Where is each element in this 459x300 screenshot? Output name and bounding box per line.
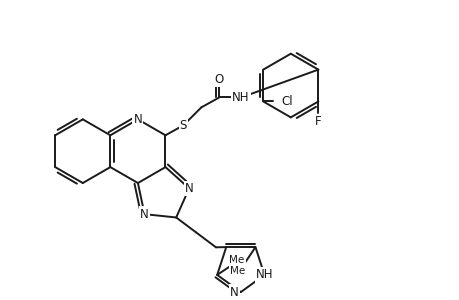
Text: Cl: Cl [280,95,292,108]
Text: NH: NH [255,268,273,281]
Text: N: N [185,182,193,195]
Text: Me: Me [230,266,245,276]
Text: Me: Me [229,255,244,265]
Text: S: S [179,119,187,132]
Text: N: N [230,286,238,298]
Text: N: N [133,113,142,126]
Text: N: N [140,208,149,220]
Text: O: O [214,73,224,86]
Text: NH: NH [232,91,249,104]
Text: F: F [314,115,321,128]
